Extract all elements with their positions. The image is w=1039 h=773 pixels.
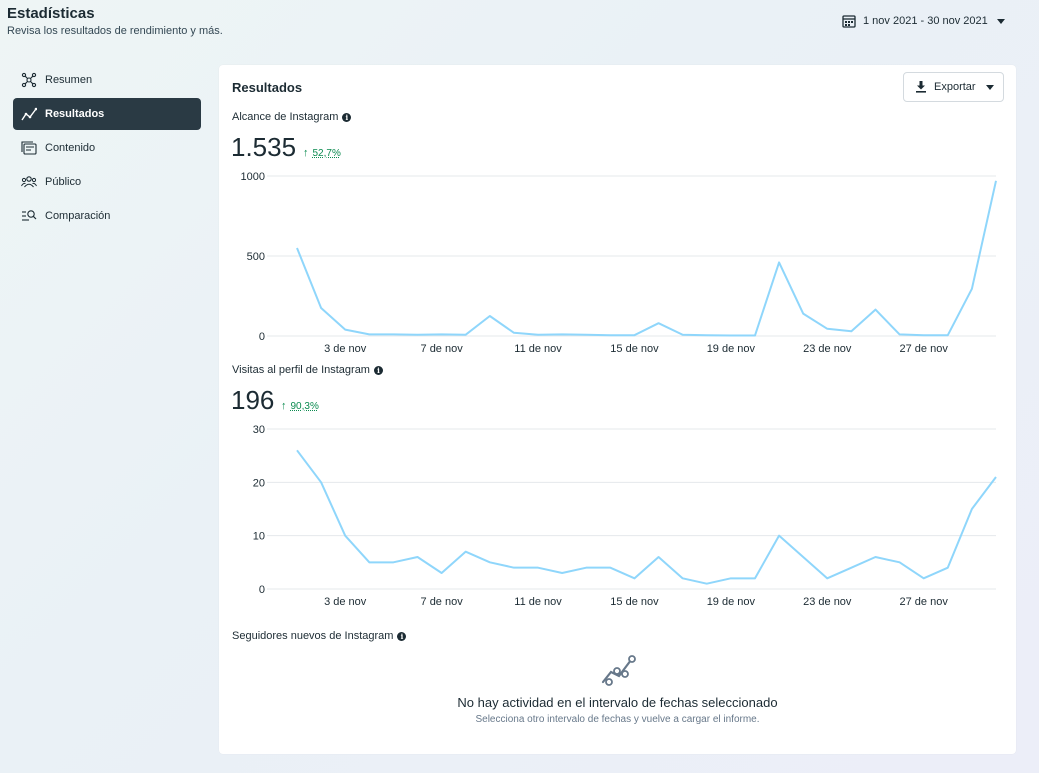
card-title: Resultados — [232, 80, 303, 95]
new-followers-label-row: Seguidores nuevos de Instagram i — [232, 630, 407, 642]
series-line — [296, 180, 997, 337]
y-tick-label: 0 — [259, 331, 265, 343]
y-tick-label: 20 — [253, 477, 265, 489]
empty-state-subtitle: Selecciona otro intervalo de fechas y vu… — [475, 714, 760, 725]
x-tick-label: 7 de nov — [421, 596, 464, 608]
compare-search-icon — [22, 210, 37, 221]
sidebar-item-label: Público — [45, 176, 82, 188]
reach-label-row: Alcance de Instagram i — [232, 111, 352, 123]
sidebar-item-label: Contenido — [45, 142, 96, 154]
x-tick-label: 15 de nov — [610, 596, 659, 608]
series-line — [296, 449, 997, 585]
network-icon — [21, 72, 37, 88]
profile-visits-value: 196 — [231, 385, 275, 415]
x-tick-label: 11 de nov — [514, 343, 562, 355]
sidebar-item-comparacion[interactable]: Comparación — [13, 200, 201, 232]
reach-label: Alcance de Instagram — [232, 111, 339, 123]
export-label: Exportar — [934, 81, 976, 93]
sidebar-item-resultados[interactable]: Resultados — [13, 98, 201, 130]
x-tick-label: 23 de nov — [803, 596, 852, 608]
info-icon[interactable]: i — [342, 112, 352, 122]
reach-change: ↑ 52,7% — [303, 147, 341, 159]
y-tick-label: 1000 — [241, 171, 265, 183]
content-icon — [21, 141, 37, 155]
profile-visits-change: ↑ 90,3% — [281, 400, 319, 412]
arrow-up-icon: ↑ — [303, 147, 309, 159]
page-subtitle: Revisa los resultados de rendimiento y m… — [7, 25, 223, 37]
x-tick-label: 3 de nov — [324, 343, 367, 355]
x-tick-label: 19 de nov — [707, 343, 756, 355]
date-range-label: 1 nov 2021 - 30 nov 2021 — [863, 15, 988, 27]
info-icon[interactable]: i — [397, 631, 407, 641]
x-tick-label: 15 de nov — [610, 343, 659, 355]
x-tick-label: 3 de nov — [324, 596, 367, 608]
profile-visits-chart: 0 10 20 30 3 de nov 7 de nov 11 de nov 15 de no… — [253, 424, 997, 608]
new-followers-label: Seguidores nuevos de Instagram — [232, 630, 394, 642]
x-tick-label: 7 de nov — [421, 343, 464, 355]
sidebar: Resumen Resultados Contenido Público — [13, 64, 201, 234]
results-card: Resultados Exportar Alcance de Instagram… — [219, 65, 1016, 754]
arrow-up-icon: ↑ — [281, 400, 287, 412]
x-tick-label: 11 de nov — [514, 596, 562, 608]
profile-visits-label-row: Visitas al perfil de Instagram i — [232, 364, 383, 376]
sidebar-item-contenido[interactable]: Contenido — [13, 132, 201, 164]
chevron-down-icon — [985, 84, 994, 90]
profile-visits-change-value: 90,3% — [290, 400, 319, 412]
x-tick-label: 23 de nov — [803, 343, 852, 355]
info-icon[interactable]: i — [373, 365, 383, 375]
reach-change-value: 52,7% — [312, 147, 341, 159]
reach-chart: 0 500 1000 3 de nov 7 de nov 11 de nov 15 de n… — [241, 171, 997, 355]
x-tick-label: 27 de nov — [900, 596, 949, 608]
profile-visits-label: Visitas al perfil de Instagram — [232, 364, 370, 376]
y-tick-label: 0 — [259, 584, 265, 596]
download-icon — [916, 81, 926, 93]
date-range-picker[interactable]: 1 nov 2021 - 30 nov 2021 — [842, 12, 1005, 30]
chevron-down-icon — [996, 18, 1005, 24]
y-tick-label: 500 — [247, 251, 265, 263]
reach-value: 1.535 — [231, 132, 297, 162]
x-tick-label: 27 de nov — [900, 343, 949, 355]
sidebar-item-label: Resultados — [45, 108, 105, 120]
people-icon — [21, 176, 37, 188]
x-tick-label: 19 de nov — [707, 596, 756, 608]
y-tick-label: 10 — [253, 531, 265, 543]
empty-trend-icon — [601, 655, 636, 686]
y-tick-label: 30 — [253, 424, 265, 436]
trend-line-icon — [21, 107, 37, 121]
sidebar-item-label: Comparación — [45, 210, 111, 222]
sidebar-item-label: Resumen — [45, 74, 93, 86]
empty-state-title: No hay actividad en el intervalo de fech… — [457, 695, 778, 710]
sidebar-item-resumen[interactable]: Resumen — [13, 64, 201, 96]
export-button[interactable]: Exportar — [903, 72, 1004, 102]
calendar-icon — [842, 15, 856, 28]
page-title: Estadísticas — [7, 5, 95, 22]
sidebar-item-publico[interactable]: Público — [13, 166, 201, 198]
